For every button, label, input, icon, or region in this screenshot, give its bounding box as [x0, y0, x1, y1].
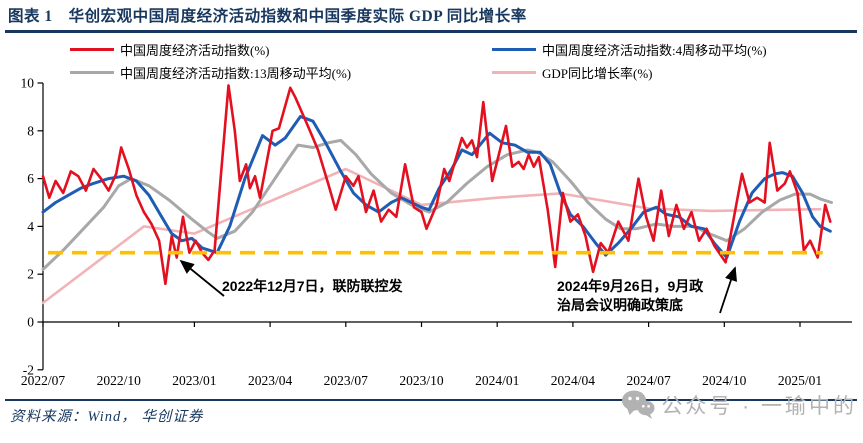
svg-text:2022/07: 2022/07 — [21, 373, 66, 388]
svg-text:2023/10: 2023/10 — [399, 373, 444, 388]
svg-text:治局会议明确政策底: 治局会议明确政策底 — [557, 297, 683, 313]
svg-text:2023/07: 2023/07 — [324, 373, 369, 388]
wechat-icon — [622, 390, 655, 419]
gray-line-swatch — [70, 71, 114, 74]
legend-item: GDP同比增长率(%) — [492, 61, 767, 84]
legend-item: 中国周度经济活动指数:4周移动平均(%) — [492, 38, 767, 61]
svg-text:10: 10 — [21, 76, 35, 91]
legend-item: 中国周度经济活动指数:13周移动平均(%) — [70, 61, 351, 84]
svg-text:2: 2 — [27, 267, 34, 282]
legend-label: GDP同比增长率(%) — [542, 66, 653, 81]
svg-text:6: 6 — [27, 171, 34, 186]
source-note: 资料来源：Wind， 华创证券 — [10, 409, 204, 425]
svg-text:8: 8 — [27, 123, 34, 138]
legend-item: 中国周度经济活动指数(%) — [70, 38, 351, 61]
watermark-text: 公众号 · 一瑜中的 — [661, 394, 857, 418]
legend-column-right: 中国周度经济活动指数:4周移动平均(%) GDP同比增长率(%) — [492, 38, 767, 84]
svg-text:0: 0 — [27, 315, 34, 330]
legend-column-left: 中国周度经济活动指数(%) 中国周度经济活动指数:13周移动平均(%) — [70, 38, 351, 84]
svg-text:4: 4 — [27, 219, 34, 234]
svg-text:2025/01: 2025/01 — [778, 373, 822, 388]
title-divider — [5, 30, 857, 33]
pink-line-swatch — [492, 71, 536, 74]
blue-line-swatch — [492, 48, 536, 51]
svg-text:2024/04: 2024/04 — [551, 373, 596, 388]
red-line-swatch — [70, 48, 114, 51]
figure-title: 图表 1 华创宏观中国周度经济活动指数和中国季度实际 GDP 同比增长率 — [8, 8, 527, 25]
svg-text:2024/07: 2024/07 — [626, 373, 671, 388]
watermark: 公众号 · 一瑜中的 — [621, 389, 857, 420]
svg-text:2024/10: 2024/10 — [702, 373, 747, 388]
svg-text:-2: -2 — [23, 362, 34, 377]
svg-text:2023/04: 2023/04 — [248, 373, 293, 388]
svg-text:2024年9月26日，9月政: 2024年9月26日，9月政 — [557, 278, 704, 294]
svg-text:2022/10: 2022/10 — [97, 373, 142, 388]
svg-text:2023/01: 2023/01 — [172, 373, 216, 388]
svg-text:2022年12月7日，联防联控发: 2022年12月7日，联防联控发 — [222, 278, 404, 294]
legend-label: 中国周度经济活动指数:4周移动平均(%) — [542, 43, 767, 58]
svg-text:2024/01: 2024/01 — [475, 373, 519, 388]
bottom-divider — [5, 399, 857, 401]
legend-label: 中国周度经济活动指数(%) — [120, 43, 270, 58]
legend-label: 中国周度经济活动指数:13周移动平均(%) — [120, 66, 352, 81]
